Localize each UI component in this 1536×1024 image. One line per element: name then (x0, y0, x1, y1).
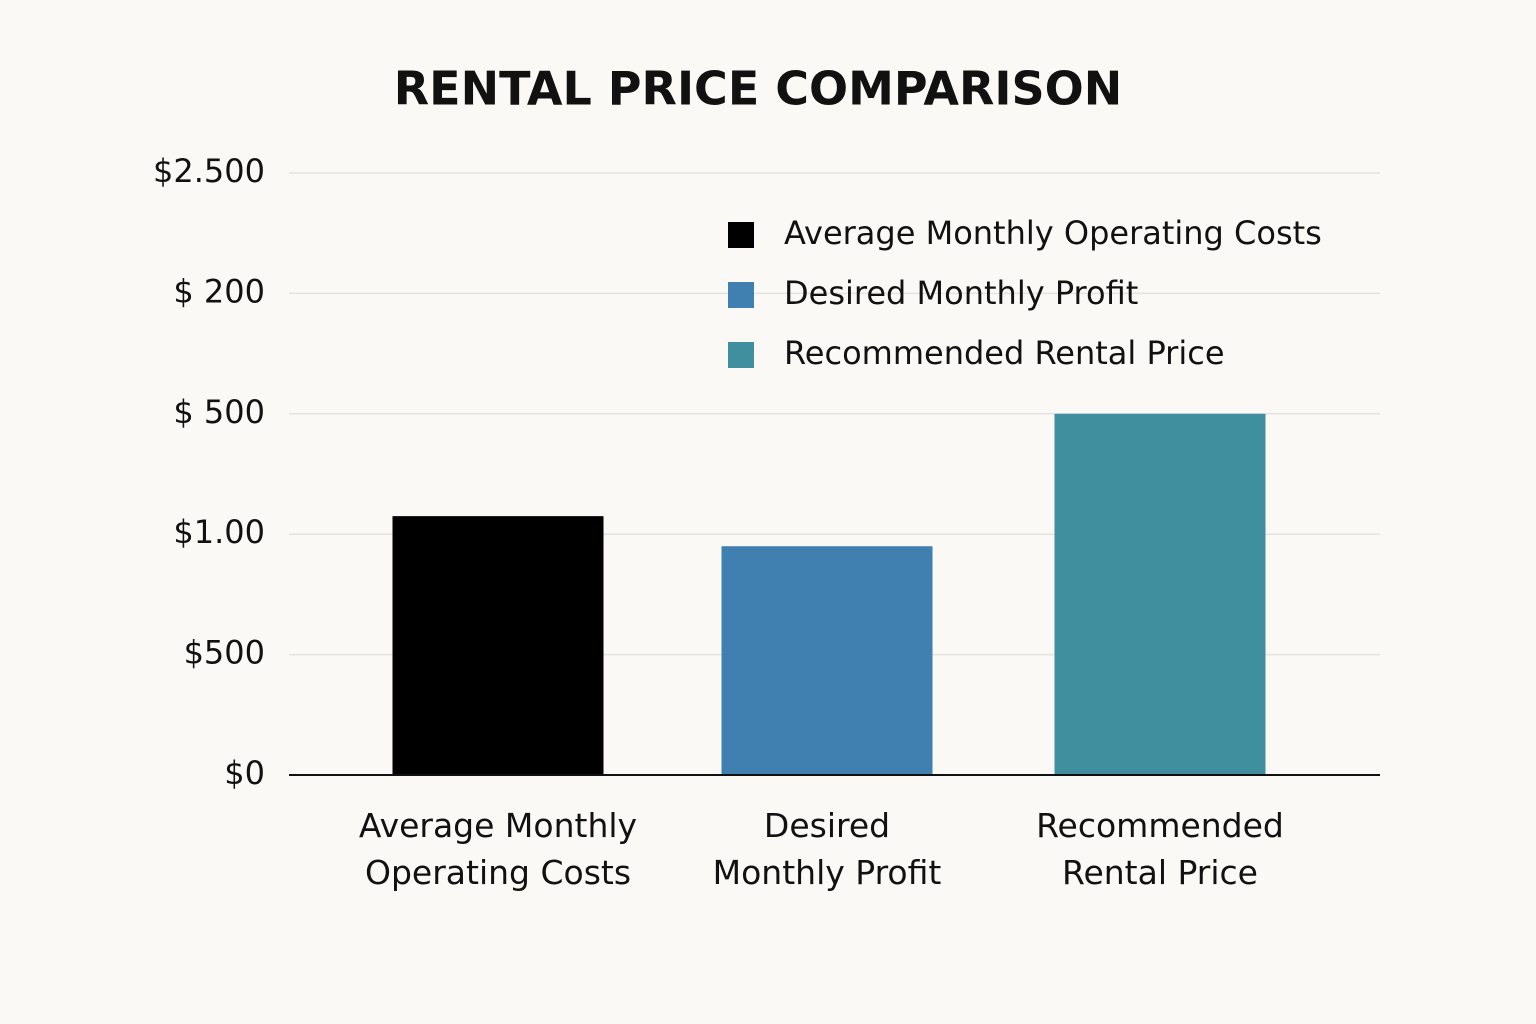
y-tick-label: $1.00 (173, 513, 265, 551)
x-tick-label: Desired Monthly Profit (712, 806, 942, 892)
bar (392, 516, 604, 775)
x-tick-label: Average Monthly Operating Costs (358, 806, 638, 892)
legend-swatch (728, 282, 754, 308)
legend-label: Recommended Rental Price (784, 334, 1225, 372)
y-tick-label: $0 (224, 754, 265, 792)
y-tick-label: $2.500 (153, 152, 265, 190)
x-tick-label: Recommended Rental Price (1036, 806, 1284, 892)
y-tick-label: $ 500 (173, 393, 265, 431)
y-tick-label: $ 200 (173, 272, 265, 310)
legend-swatch (728, 222, 754, 248)
y-tick-label: $500 (184, 634, 265, 672)
legend-swatch (728, 342, 754, 368)
bar (1054, 413, 1266, 775)
legend-label: Average Monthly Operating Costs (784, 214, 1322, 252)
bar (721, 546, 933, 775)
legend-label: Desired Monthly Profit (784, 274, 1138, 312)
chart-title: RENTAL PRICE COMPARISON (394, 62, 1123, 116)
